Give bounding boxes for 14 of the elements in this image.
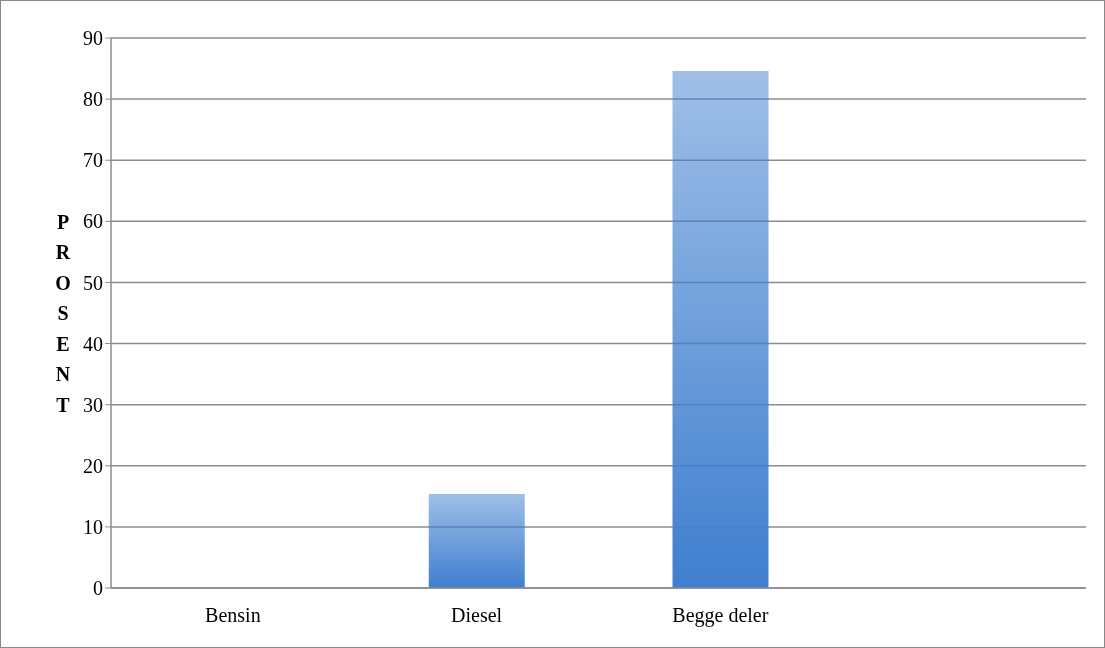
- y-tick-label: 30: [83, 393, 103, 416]
- y-tick-label: 90: [83, 27, 103, 50]
- y-tick-label: 50: [83, 271, 103, 294]
- x-tick-label: Bensin: [205, 604, 261, 627]
- y-axis-title: PROSENT: [55, 210, 71, 416]
- x-tick-label: Diesel: [451, 604, 503, 627]
- x-tick-label: Begge deler: [672, 604, 769, 628]
- y-tick-label: 80: [83, 88, 103, 111]
- y-tick-label: 40: [83, 332, 103, 355]
- y-tick-label: 20: [83, 454, 103, 477]
- y-tick-label: 0: [93, 577, 103, 600]
- y-tick-label: 60: [83, 210, 103, 233]
- y-tick-label: 70: [83, 149, 103, 172]
- y-tick-label: 10: [83, 515, 103, 538]
